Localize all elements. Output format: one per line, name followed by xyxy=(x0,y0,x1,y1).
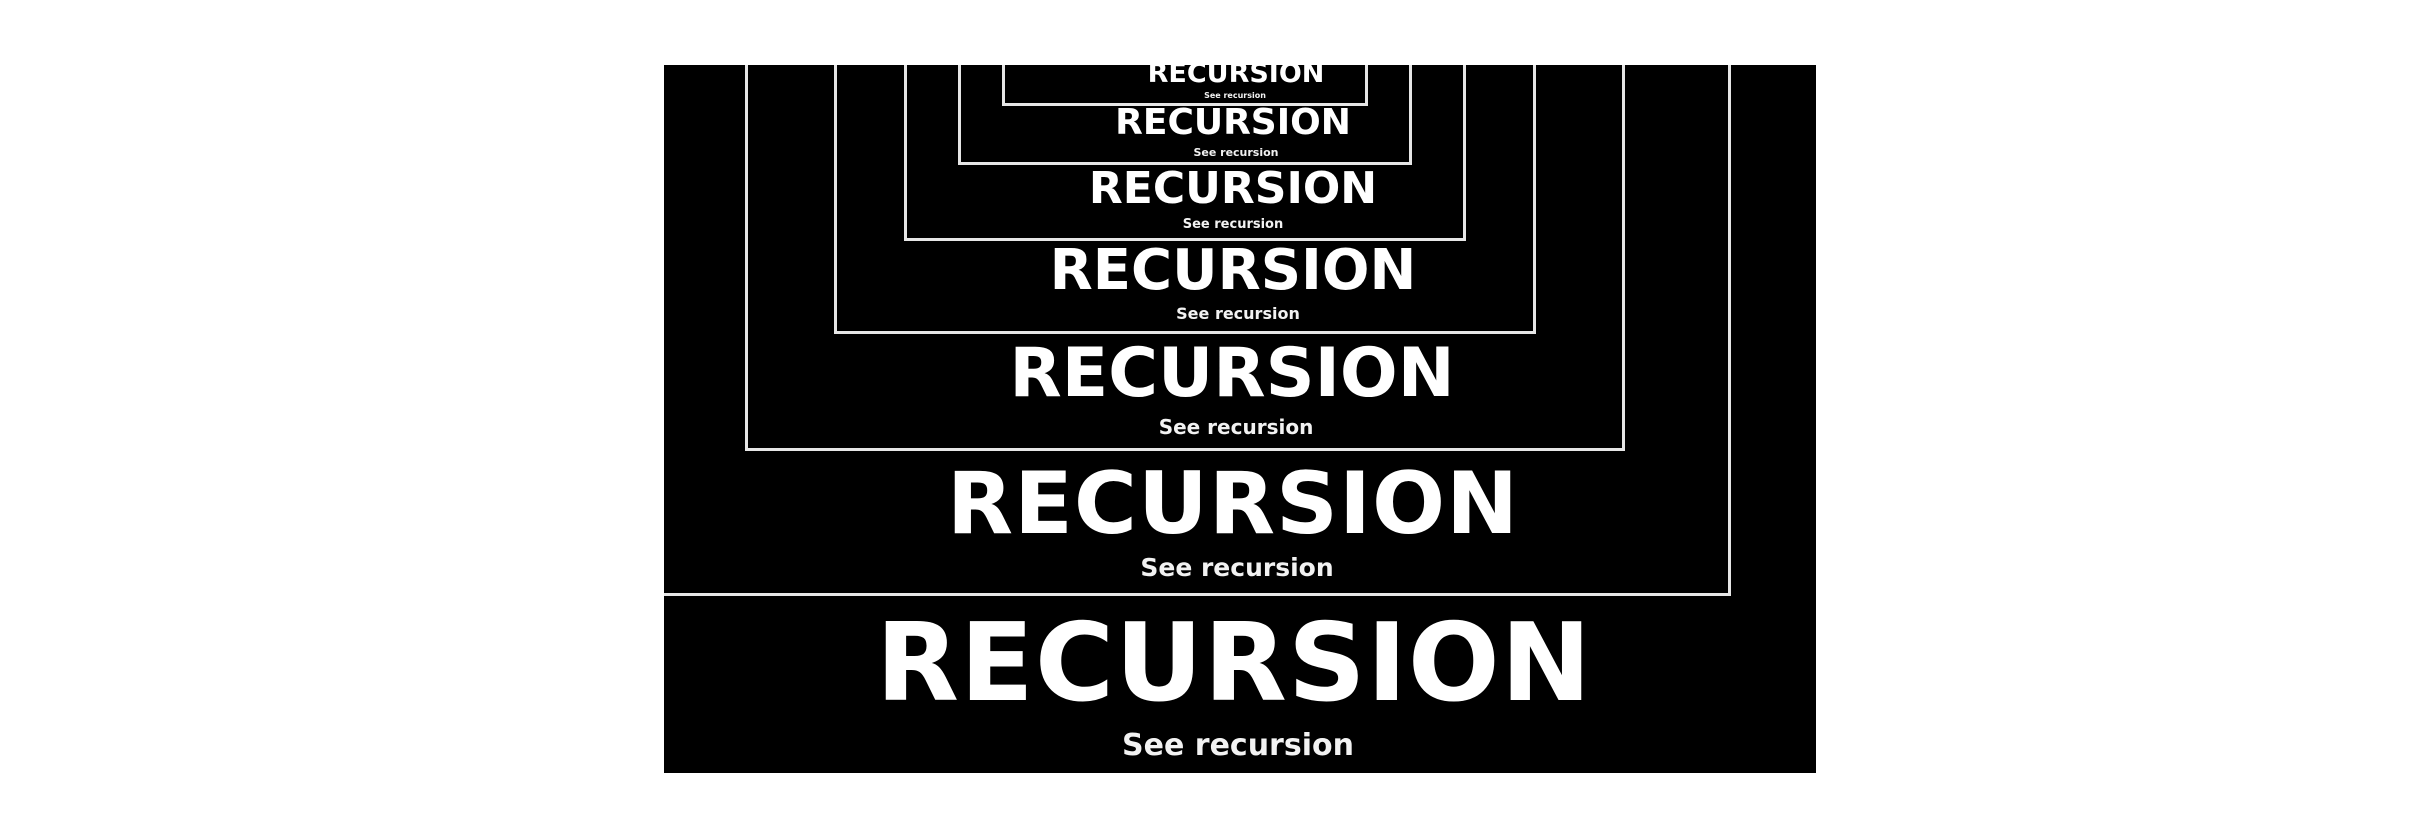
recursion-poster: RECURSION See recursion RECURSION See re… xyxy=(664,65,1816,773)
frame-level-2 xyxy=(664,65,1731,596)
see-recursion-caption-7: See recursion xyxy=(1204,91,1266,100)
see-recursion-caption-3: See recursion xyxy=(1158,415,1314,439)
see-recursion-caption-1: See recursion xyxy=(1122,728,1354,763)
recursion-title-5: RECURSION xyxy=(1088,163,1378,214)
frame-level-5 xyxy=(904,65,1466,241)
frame-level-4 xyxy=(834,65,1536,334)
see-recursion-caption-4: See recursion xyxy=(1176,304,1300,323)
recursion-title-3: RECURSION xyxy=(1009,334,1455,413)
see-recursion-caption-2: See recursion xyxy=(1140,553,1334,582)
recursion-title-6: RECURSION xyxy=(1115,102,1351,143)
recursion-title-1: RECURSION xyxy=(875,601,1593,726)
frame-level-7 xyxy=(1002,65,1368,106)
see-recursion-caption-6: See recursion xyxy=(1193,146,1279,159)
recursion-title-2: RECURSION xyxy=(946,454,1520,554)
recursion-title-4: RECURSION xyxy=(1049,238,1417,303)
frame-level-3 xyxy=(745,65,1625,451)
see-recursion-caption-5: See recursion xyxy=(1182,217,1284,232)
frame-level-6 xyxy=(958,65,1412,165)
recursion-title-7: RECURSION xyxy=(1147,65,1325,89)
